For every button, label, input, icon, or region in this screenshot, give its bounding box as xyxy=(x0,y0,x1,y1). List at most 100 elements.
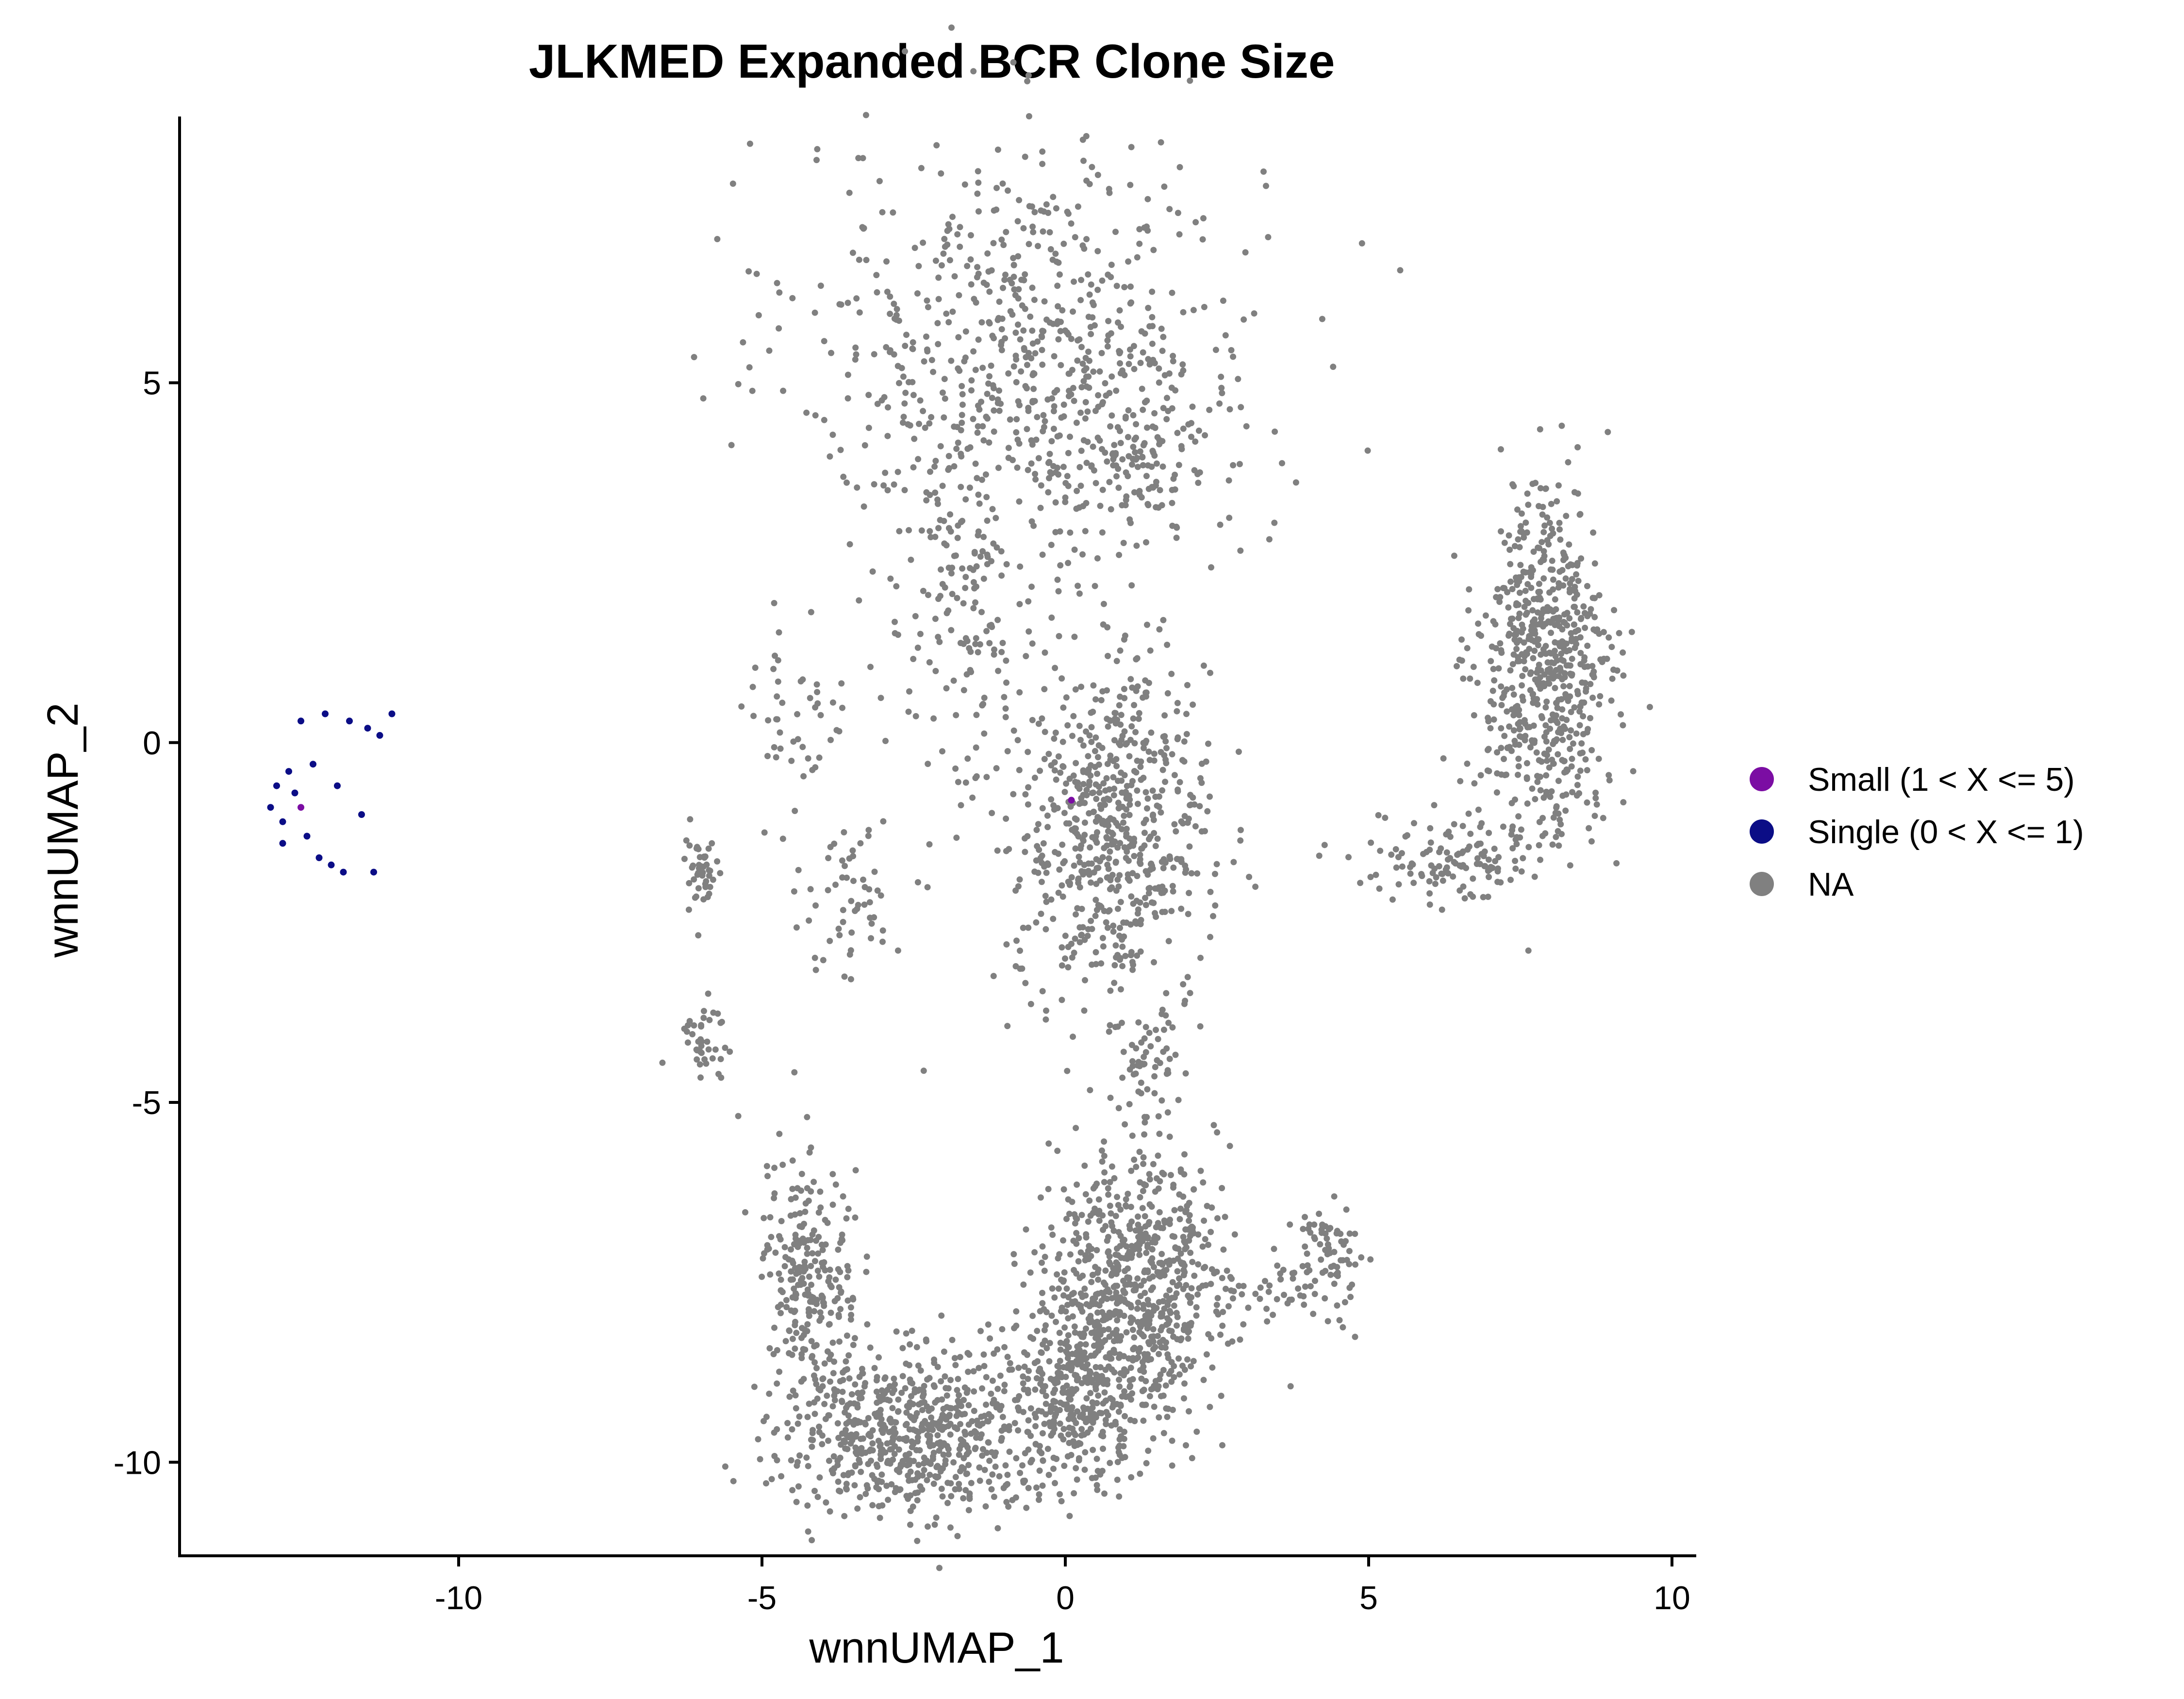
point-na xyxy=(1174,430,1181,436)
point-na xyxy=(1069,366,1075,373)
point-na xyxy=(986,319,993,326)
point-na xyxy=(1141,1053,1147,1060)
point-na xyxy=(1135,1221,1142,1228)
point-na xyxy=(1051,389,1058,396)
point-na xyxy=(1098,1298,1105,1304)
point-na xyxy=(1618,711,1624,718)
point-na xyxy=(1146,1317,1153,1324)
point-na xyxy=(1085,1218,1092,1225)
point-na xyxy=(867,915,874,921)
point-na xyxy=(1099,529,1106,536)
point-na xyxy=(1101,1389,1108,1396)
point-na xyxy=(1530,722,1537,729)
point-na xyxy=(973,712,980,718)
point-na xyxy=(1540,548,1547,554)
point-na xyxy=(928,414,935,420)
point-na xyxy=(1111,1175,1118,1182)
point-na xyxy=(958,483,964,490)
point-na xyxy=(1103,775,1110,782)
point-small xyxy=(1068,797,1075,804)
point-na xyxy=(1105,1191,1112,1198)
point-na xyxy=(946,226,953,233)
point-na xyxy=(1264,1318,1271,1325)
point-na xyxy=(1271,519,1278,526)
point-na xyxy=(1165,1019,1172,1026)
point-na xyxy=(1558,696,1565,702)
point-na xyxy=(1178,1261,1185,1267)
point-na xyxy=(891,1450,898,1457)
point-na xyxy=(1132,1227,1139,1234)
point-na xyxy=(1106,1259,1113,1266)
point-na xyxy=(804,1114,811,1120)
point-na xyxy=(875,1410,881,1416)
point-na xyxy=(931,1521,938,1528)
point-na xyxy=(1212,347,1219,353)
point-na xyxy=(1044,1446,1051,1452)
point-na xyxy=(840,1472,847,1479)
point-na xyxy=(962,1487,969,1494)
point-na xyxy=(1157,1371,1164,1378)
point-na xyxy=(1003,657,1009,664)
point-na xyxy=(1119,1074,1126,1081)
point-na xyxy=(1520,855,1526,862)
point-na xyxy=(1439,877,1446,884)
point-na xyxy=(1061,1324,1068,1331)
point-na xyxy=(701,853,708,860)
point-na xyxy=(1159,348,1166,354)
point-na xyxy=(1125,407,1132,414)
point-na xyxy=(1104,1377,1111,1383)
point-na xyxy=(1509,845,1516,851)
point-na xyxy=(804,1321,811,1328)
point-na xyxy=(954,1532,961,1539)
point-na xyxy=(1553,803,1560,810)
point-na xyxy=(809,1231,816,1238)
point-na xyxy=(1454,851,1461,858)
point-na xyxy=(917,631,924,637)
point-na xyxy=(1060,704,1067,711)
point-na xyxy=(1072,935,1078,942)
point-na xyxy=(1525,635,1532,642)
point-na xyxy=(1577,703,1584,710)
point-na xyxy=(864,1321,871,1328)
point-na xyxy=(1107,886,1113,893)
point-na xyxy=(896,1435,903,1442)
point-na xyxy=(1059,962,1065,969)
point-na xyxy=(1265,1288,1272,1295)
point-na xyxy=(1477,824,1484,830)
point-na xyxy=(1536,589,1542,596)
point-single xyxy=(279,818,286,825)
point-na xyxy=(1566,615,1573,622)
point-na xyxy=(1137,1345,1143,1351)
point-na xyxy=(1077,483,1084,489)
point-na xyxy=(1592,789,1599,796)
point-na xyxy=(1041,1327,1048,1333)
point-na xyxy=(1141,224,1148,231)
point-na xyxy=(766,1390,773,1397)
point-na xyxy=(1019,1462,1026,1469)
point-na xyxy=(1098,1289,1105,1296)
point-na xyxy=(1506,631,1513,637)
point-na xyxy=(1534,595,1540,602)
point-na xyxy=(1212,870,1218,877)
point-na xyxy=(852,1463,859,1470)
point-na xyxy=(798,1355,805,1362)
point-na xyxy=(829,432,836,438)
point-na xyxy=(1116,1383,1123,1390)
point-na xyxy=(978,399,985,405)
point-na xyxy=(983,628,990,634)
point-na xyxy=(1163,1258,1170,1265)
point-na xyxy=(1474,680,1481,686)
point-na xyxy=(910,392,917,399)
point-na xyxy=(1024,385,1030,392)
point-na xyxy=(1083,1234,1090,1241)
point-na xyxy=(862,112,869,118)
point-na xyxy=(958,450,964,457)
point-na xyxy=(1115,1229,1122,1235)
point-na xyxy=(1190,701,1196,708)
point-na xyxy=(1105,652,1111,659)
point-na xyxy=(1050,916,1057,922)
point-na xyxy=(877,892,884,899)
point-na xyxy=(1169,1279,1176,1285)
point-na xyxy=(1032,1386,1039,1393)
